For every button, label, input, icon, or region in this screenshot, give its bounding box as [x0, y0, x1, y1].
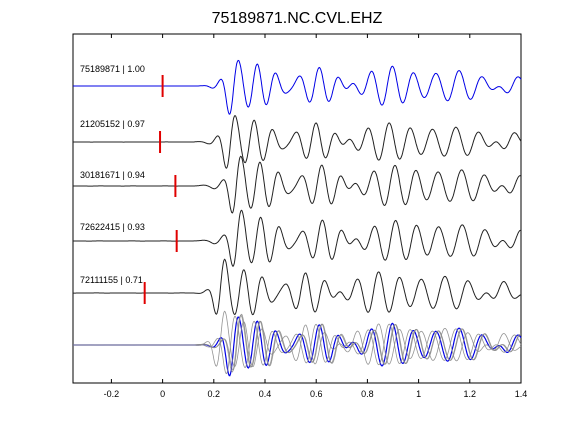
trace-line [73, 59, 522, 115]
x-tick-label: -0.2 [104, 389, 120, 399]
x-tick-label: 0.4 [259, 389, 272, 399]
x-tick-label: 0.8 [361, 389, 374, 399]
trace-label: 72622415 | 0.93 [80, 222, 145, 232]
trace-line [73, 155, 522, 214]
stack-overlay-group [72, 310, 522, 377]
plot-frame [72, 33, 522, 384]
trace-line [73, 209, 522, 268]
x-tick-label: 1 [416, 389, 421, 399]
x-axis: -0.2 0 0.2 0.4 0.6 0.8 1 1.2 1.4 [104, 34, 528, 399]
x-tick-label: 1.4 [515, 389, 528, 399]
x-tick-label: 0.2 [208, 389, 221, 399]
traces-group [72, 59, 522, 316]
x-tick-label: 1.2 [464, 389, 477, 399]
stack-trace-line [73, 316, 522, 377]
trace-label: 75189871 | 1.00 [80, 64, 145, 74]
trace-line [72, 258, 522, 316]
x-tick-label: 0.6 [310, 389, 323, 399]
trace-labels-group: 75189871 | 1.00 21205152 | 0.97 30181671 |… [80, 64, 145, 285]
trace-label: 30181671 | 0.94 [80, 170, 145, 180]
stack-trace-line [72, 310, 522, 368]
chart-title: 75189871.NC.CVL.EHZ [212, 10, 383, 27]
trace-label: 72111155 | 0.71 [80, 275, 143, 285]
trace-label: 21205152 | 0.97 [80, 119, 145, 129]
x-tick-label: 0 [160, 389, 165, 399]
trace-line [73, 114, 522, 169]
